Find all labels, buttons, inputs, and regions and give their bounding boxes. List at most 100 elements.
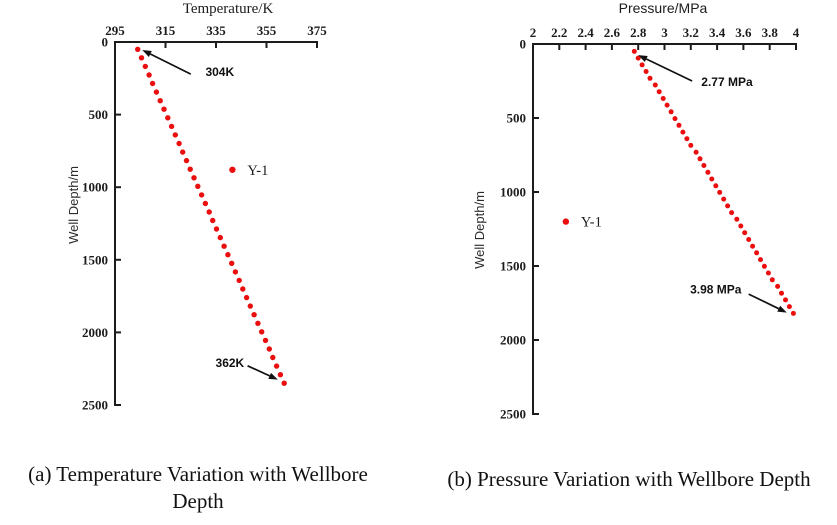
- data-point: [786, 304, 792, 310]
- legend-marker: [229, 166, 236, 173]
- data-point: [746, 237, 752, 242]
- data-point: [266, 346, 272, 352]
- data-point: [277, 372, 284, 378]
- data-point: [672, 116, 678, 122]
- data-point: [172, 132, 178, 138]
- x-tick-label: 3.4: [709, 25, 726, 40]
- data-point: [157, 98, 163, 104]
- data-point: [180, 149, 186, 155]
- y-tick-label: 2500: [500, 407, 526, 422]
- data-point: [750, 243, 756, 249]
- data-point: [247, 303, 253, 309]
- data-point: [259, 329, 265, 335]
- axes: [114, 41, 318, 406]
- data-point: [146, 72, 152, 78]
- x-tick-label: 355: [257, 23, 277, 38]
- data-point: [660, 96, 666, 101]
- y-axis-title: Well Depth/m: [472, 191, 487, 269]
- data-point: [725, 203, 731, 209]
- data-point: [210, 217, 216, 224]
- annotation-text: 304K: [205, 65, 234, 79]
- x-tick-label: 375: [307, 23, 327, 38]
- x-tick-label: 3: [661, 25, 668, 40]
- y-axis-title: Well Depth/m: [66, 166, 81, 244]
- data-point: [697, 156, 703, 162]
- data-point: [236, 277, 242, 284]
- x-tick-label: 3.2: [683, 25, 699, 40]
- data-point: [713, 183, 719, 189]
- x-axis-title: Temperature/K: [183, 1, 274, 17]
- legend-marker: [562, 218, 570, 225]
- x-tick-label: 315: [156, 23, 176, 38]
- data-point: [701, 163, 707, 168]
- data-point: [262, 337, 269, 344]
- data-point: [142, 63, 148, 70]
- data-point: [165, 115, 171, 121]
- y-tick-label: 500: [89, 107, 109, 122]
- data-point: [676, 122, 682, 128]
- data-point: [656, 89, 662, 95]
- data-point: [761, 263, 767, 269]
- y-tick-label: 2000: [500, 333, 526, 348]
- data-point: [734, 216, 740, 222]
- data-point: [717, 189, 723, 195]
- data-point: [738, 223, 744, 229]
- y-tick-label: 0: [102, 35, 109, 50]
- data-point: [229, 260, 235, 266]
- data-point: [206, 209, 212, 215]
- data-point: [790, 310, 796, 316]
- caption-panel-b: (b) Pressure Variation with Wellbore Dep…: [447, 467, 811, 491]
- x-tick-label: 2.4: [577, 25, 594, 40]
- annotation-arrow: [645, 58, 693, 82]
- data-point: [270, 354, 276, 361]
- data-point: [769, 277, 775, 283]
- data-point: [153, 89, 160, 95]
- caption-panel-a: (a) Temperature Variation with Wellbore …: [28, 462, 368, 513]
- data-point: [202, 200, 209, 207]
- data-point: [664, 102, 670, 108]
- x-tick-label: 2.6: [604, 25, 621, 40]
- data-point: [635, 55, 641, 61]
- y-tick-label: 1500: [82, 252, 108, 267]
- data-point: [631, 48, 637, 54]
- legend-label: Y-1: [247, 163, 268, 179]
- annotation-arrowhead: [268, 372, 278, 380]
- x-axis-title: Pressure/MPa: [619, 0, 708, 16]
- data-point: [758, 257, 763, 263]
- x-tick-label: 4: [793, 25, 800, 40]
- data-point: [668, 109, 674, 115]
- y-tick-label: 1500: [500, 259, 526, 274]
- annotation-arrowhead: [638, 55, 648, 62]
- annotation-arrow: [247, 365, 271, 377]
- annotation-arrow: [748, 293, 780, 310]
- data-point: [639, 62, 645, 68]
- data-point: [281, 380, 287, 386]
- x-tick-label: 3.6: [735, 25, 752, 40]
- x-tick-label: 295: [105, 23, 125, 38]
- data-point: [652, 82, 658, 88]
- temperature-depth-chart: 295 315 335 355 375 0 500 1000 1500 2000 2500 Tempe…: [66, 1, 327, 413]
- annotation-text: 3.98 MPa: [690, 283, 742, 297]
- data-point: [765, 270, 771, 276]
- data-point: [187, 166, 193, 172]
- x-tick-label: 2.8: [630, 25, 647, 40]
- data-point: [251, 312, 257, 318]
- data-point: [240, 286, 246, 292]
- data-point: [721, 196, 727, 202]
- data-point: [195, 183, 201, 189]
- data-point: [754, 250, 760, 256]
- y-tick-label: 1000: [82, 180, 108, 195]
- data-point: [684, 136, 690, 142]
- data-point: [217, 234, 223, 241]
- x-tick-label: 3.8: [762, 25, 779, 40]
- annotation-text: 2.77 MPa: [701, 75, 753, 89]
- data-point: [273, 363, 280, 369]
- data-point: [176, 140, 182, 147]
- data-point: [191, 175, 197, 181]
- annotation-text: 362K: [216, 356, 245, 370]
- data-point: [243, 294, 250, 301]
- data-point: [138, 55, 145, 61]
- data-point: [232, 269, 239, 275]
- data-point: [198, 192, 205, 198]
